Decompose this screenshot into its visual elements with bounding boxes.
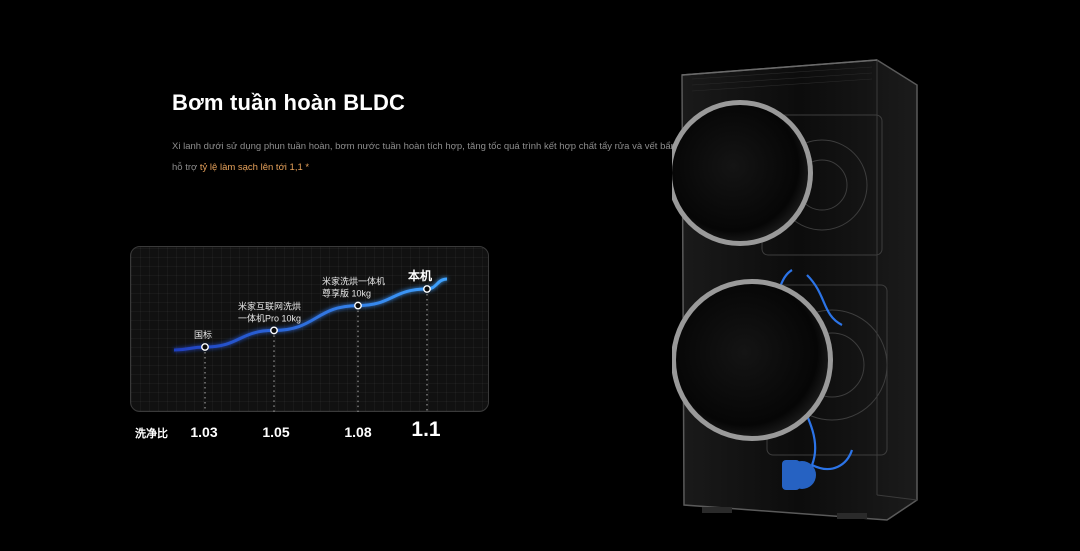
series-line xyxy=(173,277,448,352)
value-label-2: 1.08 xyxy=(344,424,371,440)
value-label-0: 1.03 xyxy=(190,424,217,440)
category-label-0: 国标 xyxy=(194,329,212,340)
data-point-0 xyxy=(201,343,209,351)
category-label-3: 本机 xyxy=(408,268,432,283)
data-point-3 xyxy=(423,285,431,293)
data-point-2 xyxy=(354,301,362,310)
data-point-1 xyxy=(270,326,278,335)
washer-dryer-transparent-icon xyxy=(672,59,918,521)
section-description: Xi lanh dưới sử dụng phun tuần hoàn, bơm… xyxy=(172,136,832,178)
section-title: Bơm tuần hoàn BLDC xyxy=(172,90,406,115)
value-label-1: 1.05 xyxy=(262,424,289,440)
description-text: Xi lanh dưới sử dụng phun tuần hoàn, bơm… xyxy=(172,141,722,152)
description-prefix: hỗ trợ xyxy=(172,162,200,173)
x-axis-label: 洗净比 xyxy=(135,426,168,440)
category-label-1: 米家互联网洗烘一体机Pro 10kg xyxy=(238,300,301,323)
description-highlight: tỷ lệ làm sạch lên tới 1,1 * xyxy=(199,162,310,173)
value-label-3: 1.1 xyxy=(411,418,441,441)
category-label-2: 米家洗烘一体机尊享版 10kg xyxy=(322,276,385,299)
chart-panel xyxy=(130,246,489,412)
